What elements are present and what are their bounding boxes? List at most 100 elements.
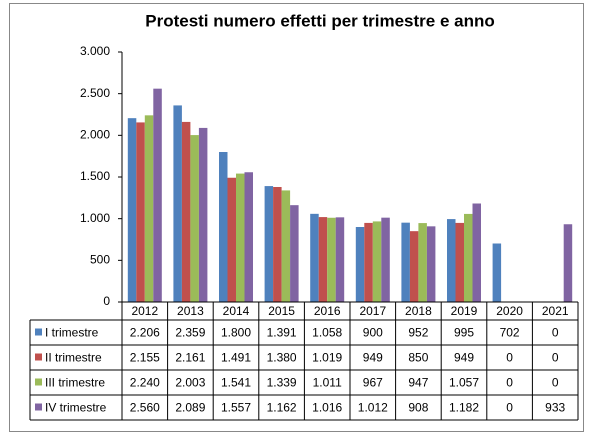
table-value: 2.155 [130, 351, 160, 365]
bar [327, 217, 336, 302]
table-value: 1.339 [267, 376, 297, 390]
y-tick-label: 3.000 [80, 44, 110, 58]
legend-swatch [35, 403, 42, 411]
table-value: 2.089 [175, 401, 205, 415]
legend-label: I trimestre [45, 326, 99, 340]
table-value: 2.240 [130, 376, 160, 390]
table-value: 1.058 [312, 326, 342, 340]
table-value: 1.182 [449, 401, 479, 415]
table-value: 967 [363, 376, 383, 390]
x-tick-label: 2015 [268, 304, 295, 318]
x-tick-label: 2018 [405, 304, 432, 318]
table-value: 1.391 [267, 326, 297, 340]
table-value: 1.800 [221, 326, 251, 340]
bar [335, 217, 345, 302]
bar [409, 231, 419, 302]
bar [136, 122, 145, 303]
bar [244, 172, 253, 302]
bar [273, 187, 282, 302]
legend-label: II trimestre [45, 351, 102, 365]
table-value: 1.380 [267, 351, 297, 365]
table-value: 947 [408, 376, 428, 390]
bar [281, 190, 291, 302]
legend-label: IV trimestre [45, 401, 107, 415]
table-value: 2.359 [175, 326, 205, 340]
bar [401, 222, 410, 302]
bar [381, 217, 390, 302]
y-tick-label: 1.500 [80, 169, 110, 183]
x-tick-label: 2012 [131, 304, 158, 318]
table-value: 1.491 [221, 351, 251, 365]
chart-title: Protesti numero effetti per trimestre e … [145, 11, 495, 30]
table-value: 1.541 [221, 376, 251, 390]
table-value: 1.011 [313, 376, 342, 390]
y-tick-label: 0 [103, 294, 110, 308]
table-value: 0 [552, 326, 559, 340]
y-tick-label: 500 [90, 253, 110, 267]
table-value: 949 [454, 351, 474, 365]
x-tick-label: 2016 [314, 304, 341, 318]
legend-swatch [35, 328, 42, 336]
x-tick-label: 2013 [177, 304, 204, 318]
bar [153, 88, 162, 303]
bar [492, 243, 502, 302]
table-value: 0 [506, 401, 513, 415]
legend-swatch [35, 353, 42, 361]
bar [290, 205, 299, 302]
bar [198, 127, 208, 303]
bar [264, 186, 274, 302]
table-value: 1.019 [312, 351, 342, 365]
table-value: 2.003 [175, 376, 205, 390]
x-tick-label: 2014 [223, 304, 250, 318]
table-value: 1.162 [267, 401, 297, 415]
bar [236, 173, 245, 302]
table-value: 2.560 [130, 401, 160, 415]
bar [447, 219, 456, 302]
bar [418, 223, 427, 302]
bar [190, 135, 199, 302]
y-tick-label: 1.000 [80, 211, 110, 225]
bar [372, 221, 382, 302]
table-value: 2.206 [130, 326, 160, 340]
bar [355, 227, 365, 302]
table-value: 0 [552, 376, 559, 390]
table-value: 1.557 [221, 401, 251, 415]
bar [127, 118, 137, 303]
bar [364, 222, 373, 302]
bar [472, 203, 481, 302]
bar [310, 213, 319, 302]
x-tick-label: 2021 [542, 304, 569, 318]
table-value: 1.012 [358, 401, 388, 415]
legend-label: III trimestre [45, 376, 105, 390]
table-value: 1.016 [312, 401, 342, 415]
x-tick-label: 2019 [451, 304, 478, 318]
table-value: 908 [408, 401, 428, 415]
table-value: 952 [408, 326, 428, 340]
table-value: 0 [506, 351, 513, 365]
table-value: 995 [454, 326, 474, 340]
table-value: 702 [500, 326, 520, 340]
table-value: 1.057 [449, 376, 479, 390]
bar [464, 213, 473, 302]
table-value: 2.161 [175, 351, 205, 365]
bar [318, 217, 328, 302]
bar [173, 105, 182, 303]
bar [563, 224, 573, 302]
x-tick-label: 2017 [359, 304, 386, 318]
x-tick-label: 2020 [496, 304, 523, 318]
table-value: 0 [552, 351, 559, 365]
table-value: 0 [506, 376, 513, 390]
table-value: 850 [408, 351, 428, 365]
table-value: 949 [363, 351, 383, 365]
bar [227, 177, 236, 302]
bar [219, 152, 228, 302]
bar [455, 222, 464, 302]
table-value: 933 [545, 401, 565, 415]
y-tick-label: 2.500 [80, 86, 110, 100]
table-value: 900 [363, 326, 383, 340]
bar [181, 121, 191, 303]
y-tick-label: 2.000 [80, 128, 110, 142]
bar [144, 115, 154, 302]
legend-swatch [35, 378, 42, 386]
